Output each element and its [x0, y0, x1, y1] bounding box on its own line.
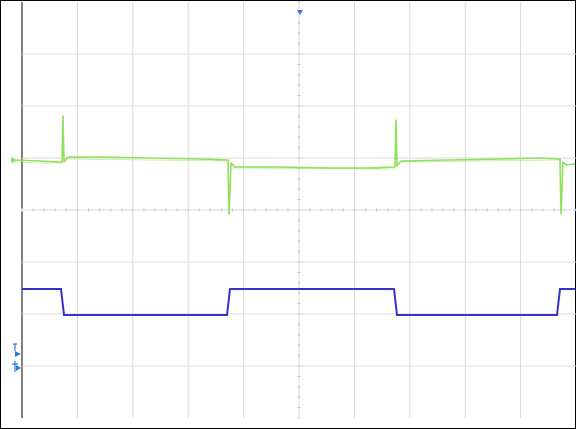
- axis-tick: [110, 208, 112, 212]
- axis-tick: [121, 208, 123, 212]
- axis-tick: [254, 208, 256, 212]
- axis-tick: [297, 303, 301, 305]
- axis-tick: [342, 208, 344, 212]
- axis-tick: [297, 74, 301, 76]
- axis-tick: [297, 365, 301, 367]
- axis-tick: [420, 208, 422, 212]
- axis-tick: [297, 53, 301, 55]
- axis-tick: [297, 386, 301, 388]
- axis-tick: [320, 208, 322, 212]
- axis-tick: [297, 115, 301, 117]
- axis-tick: [176, 208, 178, 212]
- axis-tick: [297, 147, 301, 149]
- axis-tick: [297, 178, 301, 180]
- axis-tick: [220, 208, 222, 212]
- axis-tick: [99, 208, 101, 212]
- axis-tick: [165, 208, 167, 212]
- axis-tick: [297, 407, 301, 409]
- axis-tick: [431, 208, 433, 212]
- axis-tick: [187, 208, 189, 212]
- trigger-arrow-icon[interactable]: [297, 10, 303, 15]
- axis-tick: [76, 208, 78, 212]
- axis-tick: [297, 126, 301, 128]
- axis-tick: [143, 208, 145, 212]
- axis-tick: [297, 22, 301, 24]
- graticule: [21, 1, 576, 419]
- axis-tick: [453, 208, 455, 212]
- axis-tick: [297, 282, 301, 284]
- axis-tick: [531, 208, 533, 212]
- axis-tick: [297, 355, 301, 357]
- axis-tick: [297, 271, 301, 273]
- axis-tick: [297, 63, 301, 65]
- axis-tick: [297, 105, 301, 107]
- axis-tick: [43, 208, 45, 212]
- channel-2-ground-marker-icon[interactable]: [13, 343, 21, 357]
- axis-tick: [398, 208, 400, 212]
- axis-tick: [509, 208, 511, 212]
- axis-tick: [297, 261, 301, 263]
- channel-2-trace: [22, 288, 575, 316]
- axis-tick: [132, 208, 134, 212]
- axis-tick: [297, 199, 301, 201]
- axis-tick: [297, 188, 301, 190]
- axis-tick: [21, 208, 23, 212]
- trigger-level-marker-icon[interactable]: [12, 361, 21, 372]
- axis-tick: [297, 240, 301, 242]
- axis-tick: [297, 313, 301, 315]
- axis-tick: [209, 208, 211, 212]
- axis-tick: [297, 417, 301, 419]
- axis-tick: [287, 208, 289, 212]
- axis-tick: [297, 157, 301, 159]
- axis-tick: [309, 208, 311, 212]
- axis-tick: [497, 208, 499, 212]
- axis-tick: [564, 208, 566, 212]
- axis-tick: [331, 208, 333, 212]
- axis-tick: [542, 208, 544, 212]
- axis-tick: [297, 32, 301, 34]
- axis-tick: [520, 208, 522, 212]
- axis-tick: [297, 334, 301, 336]
- axis-tick: [387, 208, 389, 212]
- axis-tick: [464, 208, 466, 212]
- axis-tick: [297, 396, 301, 398]
- channel-1-noise: [11, 158, 561, 170]
- axis-tick: [297, 219, 301, 221]
- axis-tick: [297, 344, 301, 346]
- axis-tick: [65, 208, 67, 212]
- channel-1-trace: [11, 115, 576, 215]
- axis-tick: [297, 209, 301, 211]
- axis-tick: [475, 208, 477, 212]
- axis-tick: [297, 230, 301, 232]
- axis-tick: [297, 292, 301, 294]
- axis-tick: [353, 208, 355, 212]
- axis-tick: [154, 208, 156, 212]
- axis-tick: [87, 208, 89, 212]
- axis-tick: [486, 208, 488, 212]
- axis-tick: [553, 208, 555, 212]
- axis-tick: [376, 208, 378, 212]
- axis-tick: [297, 375, 301, 377]
- axis-tick: [297, 43, 301, 45]
- axis-tick: [297, 323, 301, 325]
- axis-tick: [198, 208, 200, 212]
- channel-1-ground-marker-icon[interactable]: [11, 157, 17, 163]
- axis-tick: [364, 208, 366, 212]
- axis-tick: [297, 251, 301, 253]
- axis-tick: [265, 208, 267, 212]
- axis-tick: [409, 208, 411, 212]
- axis-tick: [243, 208, 245, 212]
- axis-tick: [297, 84, 301, 86]
- axis-tick: [232, 208, 234, 212]
- axis-tick: [442, 208, 444, 212]
- axis-tick: [297, 1, 301, 3]
- axis-tick: [32, 208, 34, 212]
- axis-tick: [297, 136, 301, 138]
- axis-tick: [276, 208, 278, 212]
- axis-tick: [297, 95, 301, 97]
- axis-tick: [54, 208, 56, 212]
